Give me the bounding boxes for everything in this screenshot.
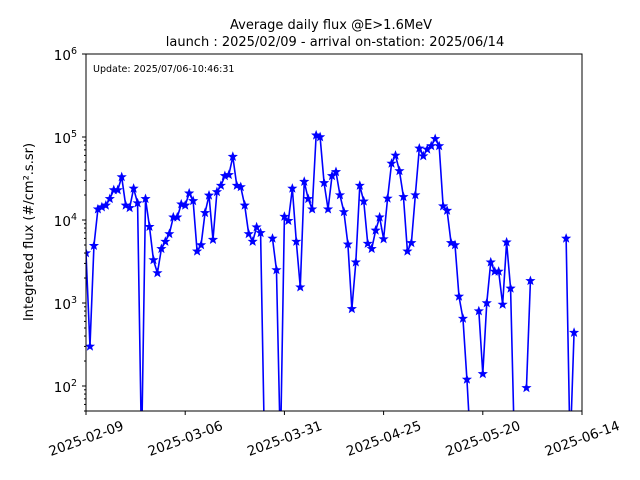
data-point (227, 151, 238, 161)
data-point (251, 221, 262, 232)
series-line-segment (525, 280, 532, 388)
data-point (188, 195, 199, 206)
data-point (86, 247, 92, 258)
data-point (255, 227, 266, 238)
data-point (203, 190, 215, 200)
data-point (100, 200, 111, 210)
series-line-segment (271, 134, 470, 411)
x-axis: 2025-02-09 2025-03-06 2025-03-31 2025-04-25… (47, 411, 622, 460)
data-point (160, 236, 171, 246)
y-tick-label: 106 (54, 46, 77, 64)
data-point (247, 236, 258, 246)
y-tick-label: 102 (54, 378, 77, 396)
data-point (223, 169, 234, 180)
series-line-segment (478, 241, 515, 411)
update-annotation: Update: 2025/07/06-10:46:31 (93, 64, 234, 75)
y-tick-label: 103 (54, 295, 77, 313)
data-point (148, 254, 159, 265)
data-point (180, 200, 191, 210)
data-point (132, 197, 143, 208)
data-point (164, 228, 175, 239)
data-point (243, 228, 254, 239)
data-point (112, 184, 123, 195)
data-point (239, 200, 250, 210)
data-point (104, 193, 115, 204)
data-point (140, 193, 151, 204)
data-series (86, 129, 580, 411)
chart-title: Average daily flux @E>1.6MeV (230, 18, 432, 33)
data-point (207, 234, 219, 244)
y-axis: 102 103 104 105 106 (54, 46, 86, 412)
x-tick-label: 2025-05-20 (444, 418, 523, 460)
data-point (195, 239, 207, 250)
data-point (211, 186, 223, 197)
data-point (88, 240, 100, 251)
data-point (124, 202, 135, 213)
data-point (184, 187, 195, 198)
series-line (86, 155, 265, 411)
data-point (144, 221, 155, 232)
x-tick-label: 2025-02-09 (47, 418, 126, 460)
x-tick-label: 2025-03-31 (245, 418, 324, 460)
x-tick-label: 2025-03-06 (146, 418, 225, 460)
series-line-segment (565, 238, 575, 411)
data-point (199, 207, 211, 218)
data-point (172, 211, 183, 222)
x-tick-label: 2025-04-25 (344, 418, 423, 460)
data-point (215, 180, 227, 190)
data-point (86, 341, 96, 351)
y-axis-label: Integrated flux (#/cm².s.sr) (22, 143, 37, 321)
chart-subtitle: launch : 2025/02/09 - arrival on-station… (166, 35, 504, 50)
data-point (152, 267, 163, 278)
x-tick-label: 2025-06-14 (543, 418, 622, 460)
data-point (120, 200, 131, 210)
data-point (116, 171, 127, 182)
plot-frame (85, 53, 583, 412)
data-point (128, 183, 139, 193)
data-point (235, 181, 246, 192)
data-point (192, 245, 203, 256)
data-point (156, 243, 167, 254)
y-tick-label: 104 (54, 212, 77, 230)
y-tick-label: 105 (54, 129, 77, 147)
